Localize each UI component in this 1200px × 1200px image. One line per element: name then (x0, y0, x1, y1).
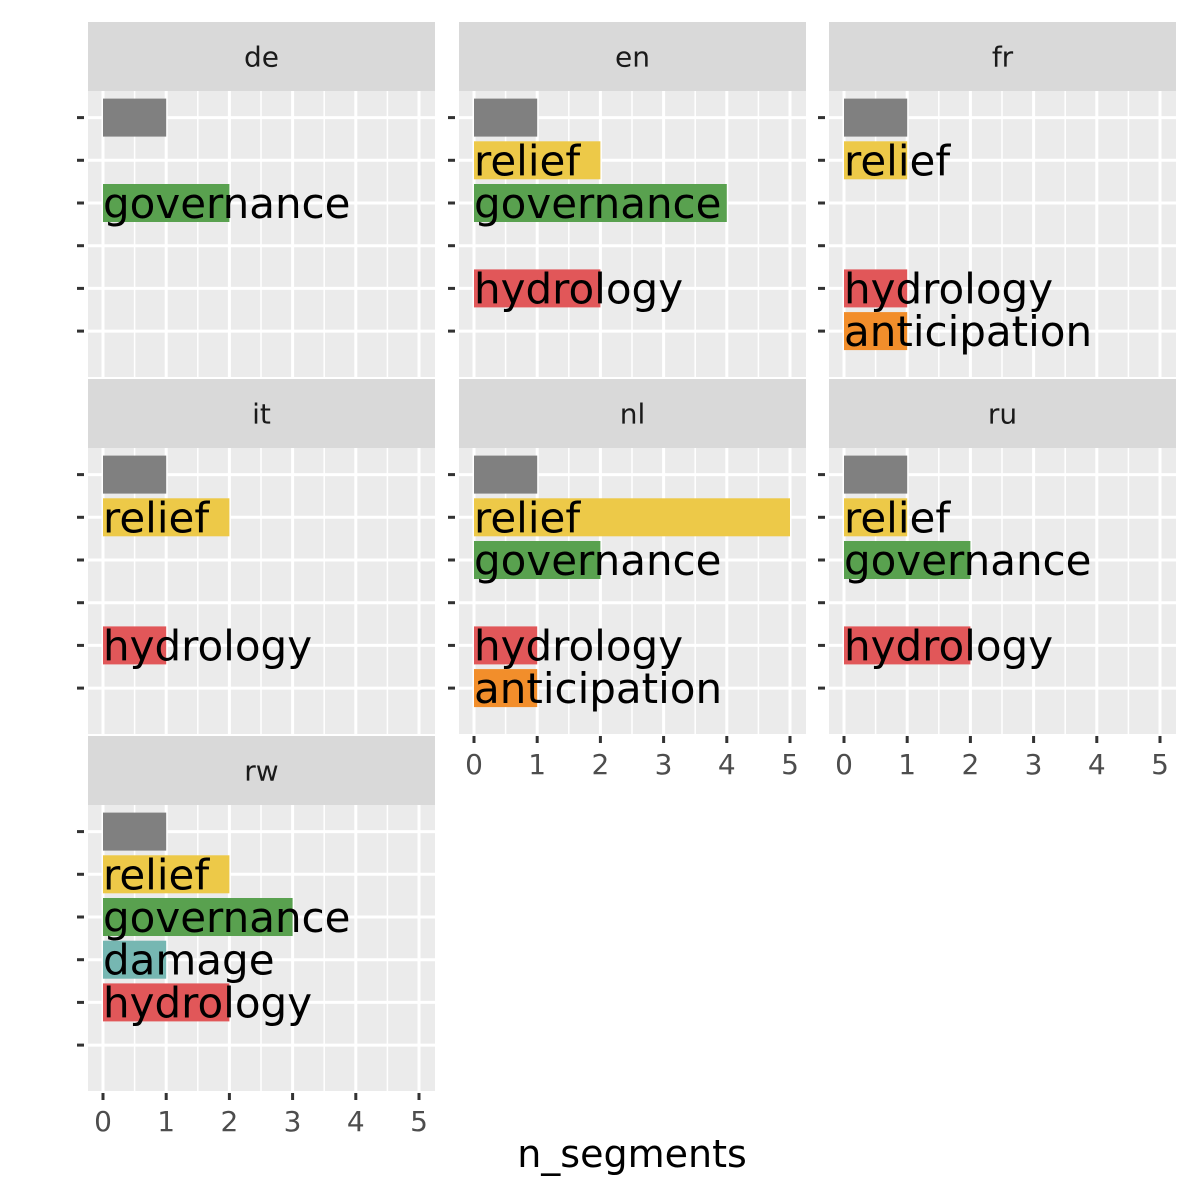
facet-strip (88, 22, 435, 91)
facet-strip (88, 379, 435, 448)
facet-strip (829, 22, 1176, 91)
facet-strip (829, 379, 1176, 448)
bar-governance (103, 184, 230, 222)
bar-label-governance: governance (844, 536, 1092, 585)
bar-governance (103, 898, 293, 936)
x-tick-label: 3 (655, 748, 673, 781)
bar-label-anticipation: anticipation (844, 307, 1092, 356)
bar-relief (103, 855, 230, 894)
bar-unlabeled (103, 98, 167, 137)
bar-label-governance: governance (103, 893, 351, 942)
x-tick-label: 2 (220, 1105, 238, 1138)
bar-label-relief: relief (844, 493, 951, 542)
bar-label-hydrology: hydrology (474, 264, 683, 313)
facet-panel-it: it relief hydrology (77, 379, 435, 734)
bar-label-relief: relief (103, 493, 210, 542)
bar-label-governance: governance (103, 179, 351, 228)
bar-label-relief: relief (844, 136, 951, 185)
x-axis-title: n_segments (517, 1132, 747, 1176)
facet-strip-label: nl (620, 398, 646, 431)
x-tick-label: 0 (94, 1105, 112, 1138)
facet-strip-label: rw (244, 755, 278, 788)
bar-relief (474, 498, 790, 537)
bar-hydrology (103, 983, 230, 1022)
bar-label-relief: relief (474, 493, 581, 542)
x-tick-label: 2 (961, 748, 979, 781)
x-tick-label: 1 (898, 748, 916, 781)
bar-label-relief: relief (474, 136, 581, 185)
bar-hydrology (474, 626, 538, 665)
bar-label-hydrology: hydrology (103, 621, 312, 670)
x-tick-label: 1 (157, 1105, 175, 1138)
bar-unlabeled (103, 455, 167, 494)
x-tick-label: 4 (347, 1105, 365, 1138)
x-tick-label: 5 (410, 1105, 428, 1138)
bar-unlabeled (474, 455, 538, 494)
bar-unlabeled (474, 98, 538, 137)
x-tick-label: 3 (1025, 748, 1043, 781)
bar-unlabeled (103, 812, 167, 851)
bar-hydrology (844, 626, 971, 665)
bar-damage (103, 940, 167, 979)
bar-anticipation (474, 669, 538, 708)
bar-unlabeled (844, 455, 908, 494)
bar-unlabeled (844, 98, 908, 137)
bar-relief (844, 498, 908, 537)
facet-strip-label: fr (992, 41, 1014, 74)
facet-strip (88, 736, 435, 805)
x-tick-label: 3 (284, 1105, 302, 1138)
facet-strip-label: it (252, 398, 271, 431)
bar-hydrology (103, 626, 167, 665)
bar-relief (474, 141, 601, 180)
x-tick-label: 5 (781, 748, 799, 781)
bar-label-hydrology: hydrology (103, 978, 312, 1027)
x-tick-label: 0 (465, 748, 483, 781)
x-tick-label: 4 (1088, 748, 1106, 781)
bar-label-damage: damage (103, 936, 275, 985)
bar-label-relief: relief (103, 850, 210, 899)
bar-governance (844, 541, 971, 579)
bar-label-hydrology: hydrology (474, 621, 683, 670)
bar-label-governance: governance (474, 179, 722, 228)
x-tick-label: 2 (591, 748, 609, 781)
bar-governance (474, 184, 727, 222)
bar-relief (844, 141, 908, 180)
bar-label-hydrology: hydrology (844, 264, 1053, 313)
facet-strip (459, 379, 806, 448)
facet-strip-label: ru (988, 398, 1017, 431)
x-tick-label: 1 (528, 748, 546, 781)
x-tick-label: 4 (718, 748, 736, 781)
bar-hydrology (474, 269, 601, 308)
bar-governance (474, 541, 601, 579)
bar-hydrology (844, 269, 908, 308)
bar-label-governance: governance (474, 536, 722, 585)
facet-strip (459, 22, 806, 91)
facet-strip-label: en (615, 41, 650, 74)
x-tick-label: 5 (1151, 748, 1169, 781)
facet-panel-de: de governance (77, 22, 435, 377)
x-tick-label: 0 (835, 748, 853, 781)
facet-strip-label: de (244, 41, 279, 74)
bar-anticipation (844, 312, 908, 351)
bar-relief (103, 498, 230, 537)
bar-label-hydrology: hydrology (844, 621, 1053, 670)
bar-label-anticipation: anticipation (474, 664, 722, 713)
